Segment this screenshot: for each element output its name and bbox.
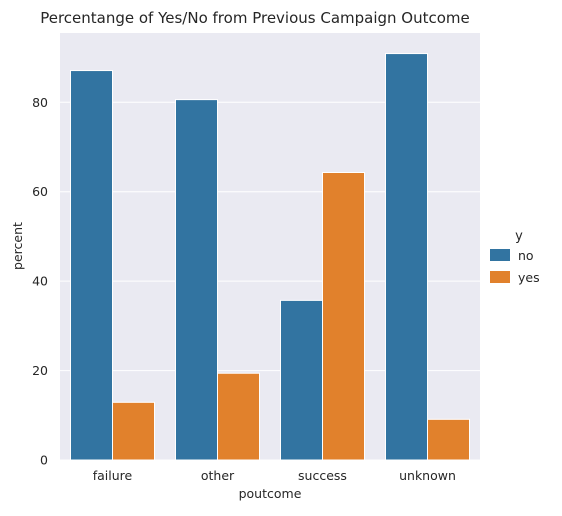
x-tick-label: other (201, 468, 235, 483)
bar-no-failure (70, 70, 113, 461)
legend-label-yes: yes (518, 270, 540, 285)
bar-yes-other (217, 372, 260, 461)
bars (70, 53, 470, 461)
bar-no-other (175, 99, 218, 461)
y-tick-label: 0 (40, 453, 48, 468)
legend-title: y (515, 229, 523, 244)
y-axis-label: percent (10, 222, 25, 270)
y-tick-label: 20 (32, 363, 48, 378)
y-tick-label: 60 (32, 184, 48, 199)
bar-no-unknown (385, 53, 428, 461)
legend-items: no yes (490, 248, 540, 285)
bar-yes-failure (112, 401, 155, 461)
legend-swatch-yes (490, 271, 510, 283)
x-tick-labels: failure other success unknown (93, 468, 456, 483)
x-tick-label: success (298, 468, 347, 483)
chart-title: Percentange of Yes/No from Previous Camp… (40, 9, 470, 27)
bar-yes-success (322, 172, 365, 461)
y-tick-label: 80 (32, 95, 48, 110)
legend-label-no: no (518, 248, 534, 263)
bar-no-success (280, 299, 323, 461)
x-tick-label: unknown (399, 468, 456, 483)
bar-yes-unknown (427, 418, 470, 461)
legend-swatch-no (490, 249, 510, 261)
x-tick-label: failure (93, 468, 133, 483)
y-tick-labels: 0 20 40 60 80 (32, 95, 48, 468)
y-tick-label: 40 (32, 274, 48, 289)
x-axis-label: poutcome (239, 486, 302, 501)
legend: y no yes (490, 229, 540, 285)
